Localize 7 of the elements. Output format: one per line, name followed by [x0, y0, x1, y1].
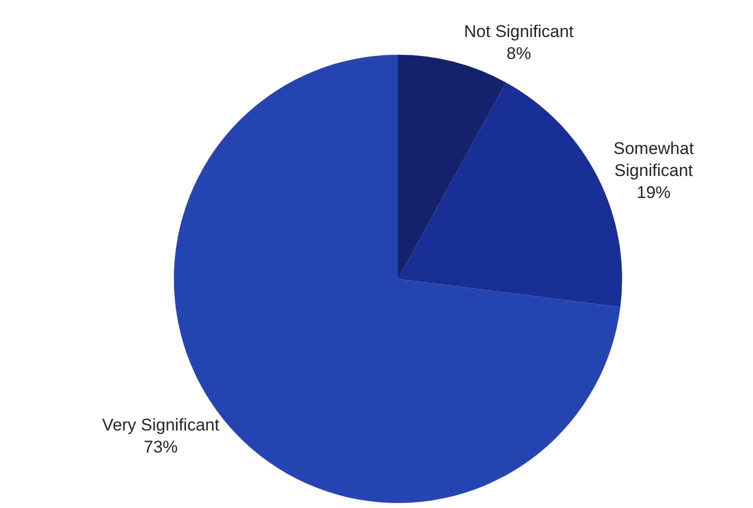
slice-label: Very Significant [102, 416, 220, 435]
slice-label: Not Significant [464, 22, 574, 41]
slice-label: Somewhat Significant [613, 139, 694, 180]
data-label: 19% [636, 183, 671, 202]
data-label: 8% [506, 44, 532, 64]
pie-slice [398, 54, 506, 279]
data-label: 73% [144, 438, 178, 457]
